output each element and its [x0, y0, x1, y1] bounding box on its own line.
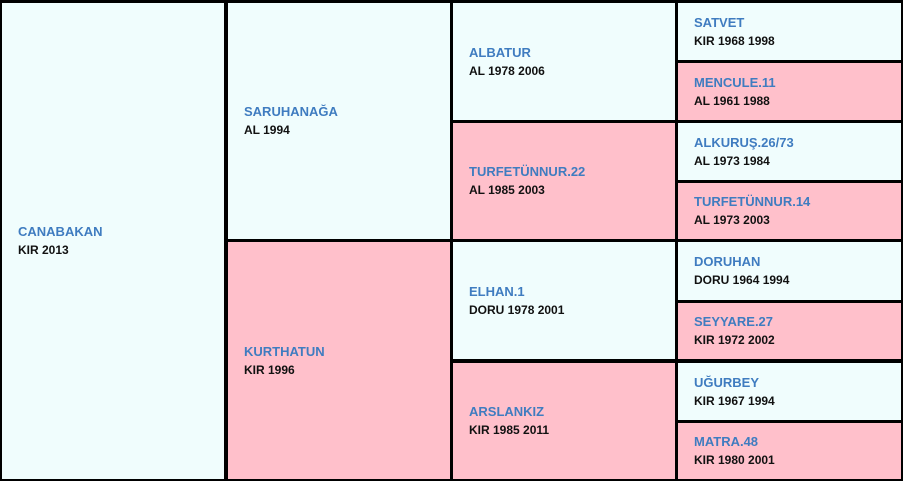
gen3-name-link[interactable]: ALKURUŞ.26/73 [694, 134, 794, 150]
gen3-name-link[interactable]: UĞURBEY [694, 374, 760, 390]
gen3-cell-1: SATVET KIR 1968 1998 [678, 3, 901, 60]
dam-cell: KURTHATUN KIR 1996 [228, 242, 450, 479]
sire-sire-info: AL 1978 2006 [469, 63, 545, 78]
dam-name-link[interactable]: KURTHATUN [244, 343, 325, 359]
gen3-cell-5: DORUHAN DORU 1964 1994 [678, 242, 901, 300]
sire-cell: SARUHANAĞA AL 1994 [228, 3, 450, 239]
sire-name-link[interactable]: SARUHANAĞA [244, 104, 338, 119]
gen3-cell-2: MENCULE.11 AL 1961 1988 [678, 63, 901, 120]
gen3-info: DORU 1964 1994 [694, 273, 790, 287]
dam-info: KIR 1996 [244, 362, 295, 377]
sire-sire-cell: ALBATUR AL 1978 2006 [453, 3, 675, 120]
sire-sire-name-link[interactable]: ALBATUR [469, 44, 531, 60]
sire-dam-cell: TURFETÜNNUR.22 AL 1985 2003 [453, 123, 675, 239]
dam-dam-name-link[interactable]: ARSLANKIZ [469, 404, 545, 419]
gen3-info: KIR 1967 1994 [694, 393, 775, 408]
dam-dam-info: KIR 1985 2011 [469, 423, 550, 437]
gen3-cell-3: ALKURUŞ.26/73 AL 1973 1984 [678, 123, 901, 180]
dam-sire-info: DORU 1978 2001 [469, 302, 565, 317]
gen3-info: KIR 1980 2001 [694, 453, 775, 467]
gen3-info: KIR 1972 2002 [694, 333, 775, 347]
horse-cell: CANABAKAN KIR 2013 [2, 3, 224, 479]
horse-name-link[interactable]: CANABAKAN [18, 224, 103, 239]
gen3-name-link[interactable]: DORUHAN [694, 254, 761, 269]
dam-sire-cell: ELHAN.1 DORU 1978 2001 [453, 242, 675, 359]
gen3-cell-8: MATRA.48 KIR 1980 2001 [678, 423, 901, 479]
gen3-name-link[interactable]: SEYYARE.27 [694, 314, 774, 329]
gen3-name-link[interactable]: MENCULE.11 [694, 74, 776, 90]
sire-dam-info: AL 1985 2003 [469, 183, 545, 197]
gen3-cell-7: UĞURBEY KIR 1967 1994 [678, 363, 901, 420]
gen3-name-link[interactable]: SATVET [694, 14, 745, 30]
sire-dam-name-link[interactable]: TURFETÜNNUR.22 [469, 164, 586, 179]
dam-dam-cell: ARSLANKIZ KIR 1985 2011 [453, 363, 675, 479]
sire-info: AL 1994 [244, 123, 290, 137]
gen3-info: AL 1961 1988 [694, 93, 770, 108]
gen3-name-link[interactable]: TURFETÜNNUR.14 [694, 194, 811, 209]
gen3-info: AL 1973 2003 [694, 213, 770, 227]
gen3-name-link[interactable]: MATRA.48 [694, 434, 759, 449]
gen3-cell-4: TURFETÜNNUR.14 AL 1973 2003 [678, 183, 901, 239]
dam-sire-name-link[interactable]: ELHAN.1 [469, 283, 525, 299]
gen3-info: KIR 1968 1998 [694, 33, 775, 48]
gen3-cell-6: SEYYARE.27 KIR 1972 2002 [678, 303, 901, 359]
gen3-info: AL 1973 1984 [694, 153, 770, 168]
horse-info: KIR 2013 [18, 243, 69, 257]
